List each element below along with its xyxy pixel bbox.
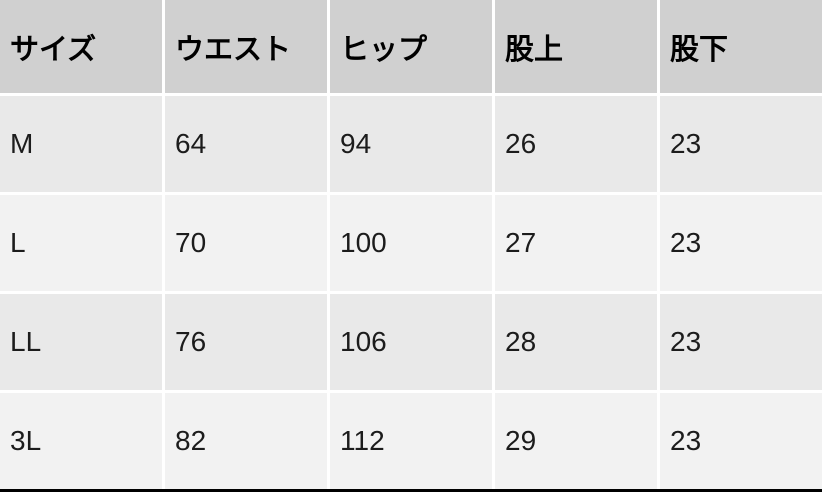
rise-cell: 28 [495,294,657,390]
waist-cell: 70 [165,195,327,291]
size-cell: LL [0,294,162,390]
inseam-cell: 23 [660,393,822,489]
column-header-rise: 股上 [495,0,657,93]
size-cell: 3L [0,393,162,489]
inseam-cell: 23 [660,96,822,192]
waist-cell: 64 [165,96,327,192]
inseam-cell: 23 [660,294,822,390]
column-header-hip: ヒップ [330,0,492,93]
rise-cell: 27 [495,195,657,291]
column-header-waist: ウエスト [165,0,327,93]
size-cell: L [0,195,162,291]
column-header-inseam: 股下 [660,0,822,93]
rise-cell: 29 [495,393,657,489]
size-cell: M [0,96,162,192]
hip-cell: 112 [330,393,492,489]
inseam-cell: 23 [660,195,822,291]
hip-cell: 94 [330,96,492,192]
column-header-size: サイズ [0,0,162,93]
hip-cell: 106 [330,294,492,390]
hip-cell: 100 [330,195,492,291]
rise-cell: 26 [495,96,657,192]
waist-cell: 76 [165,294,327,390]
waist-cell: 82 [165,393,327,489]
